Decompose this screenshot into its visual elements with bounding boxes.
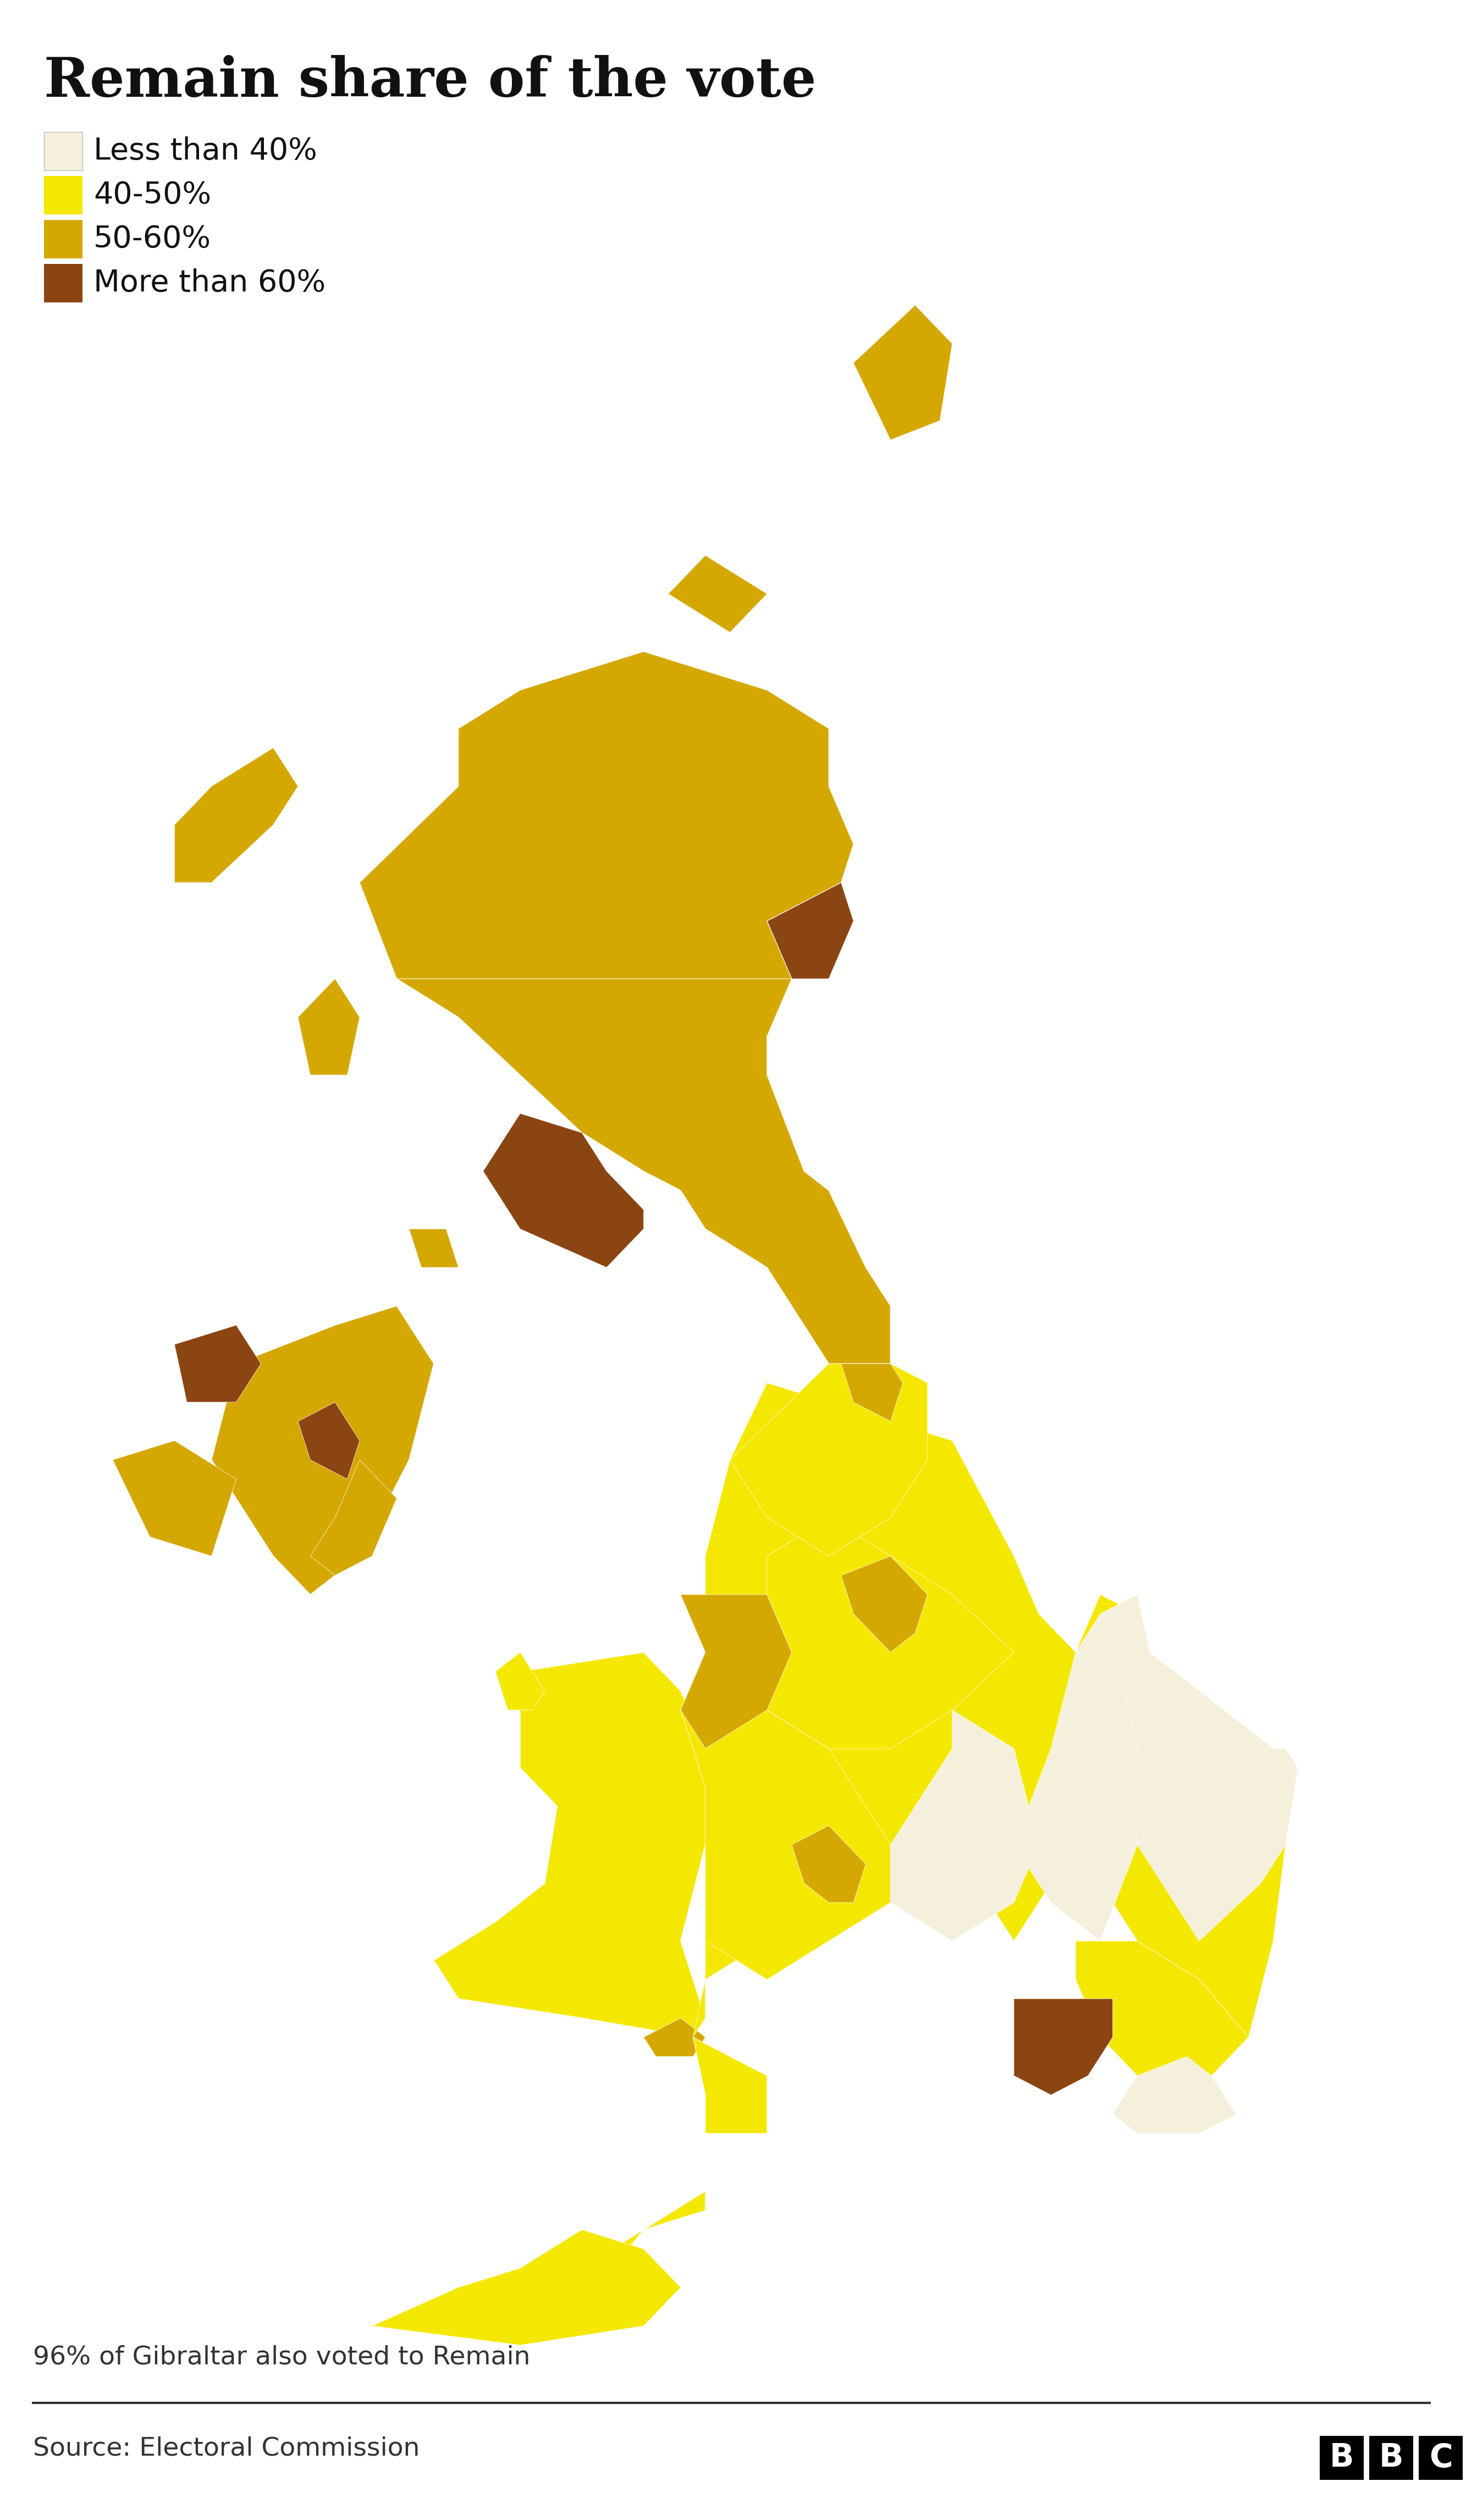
Text: B: B: [1330, 2442, 1355, 2475]
Text: Remain share of the vote: Remain share of the vote: [44, 55, 817, 108]
Text: 50-60%: 50-60%: [94, 224, 211, 255]
Text: 40-50%: 40-50%: [94, 181, 211, 209]
Polygon shape: [1076, 1595, 1297, 1940]
Polygon shape: [767, 1517, 1014, 1749]
Polygon shape: [174, 1326, 261, 1401]
FancyBboxPatch shape: [44, 176, 82, 214]
Text: C: C: [1429, 2442, 1453, 2475]
Text: More than 60%: More than 60%: [94, 267, 325, 297]
Text: Source: Electoral Commission: Source: Electoral Commission: [34, 2437, 419, 2460]
Polygon shape: [298, 1401, 359, 1479]
Polygon shape: [680, 1711, 890, 1981]
Polygon shape: [853, 305, 953, 441]
Polygon shape: [1014, 1998, 1113, 2094]
FancyBboxPatch shape: [1319, 2437, 1363, 2480]
Polygon shape: [409, 1230, 459, 1268]
Polygon shape: [767, 882, 853, 978]
Polygon shape: [668, 554, 767, 633]
Polygon shape: [1113, 2056, 1236, 2134]
FancyBboxPatch shape: [1369, 2437, 1413, 2480]
Polygon shape: [174, 748, 298, 882]
FancyBboxPatch shape: [44, 265, 82, 302]
Polygon shape: [359, 653, 890, 1363]
Polygon shape: [434, 1653, 705, 2036]
Polygon shape: [113, 1441, 236, 1555]
Polygon shape: [484, 1114, 644, 1268]
Polygon shape: [1076, 1940, 1249, 2134]
Polygon shape: [680, 1383, 1076, 2036]
Polygon shape: [372, 2036, 767, 2326]
FancyBboxPatch shape: [44, 219, 82, 260]
Polygon shape: [1076, 1595, 1297, 2036]
Polygon shape: [841, 1555, 928, 1653]
Polygon shape: [792, 1824, 866, 1903]
Text: 96% of Gibraltar also voted to Remain: 96% of Gibraltar also voted to Remain: [34, 2346, 531, 2369]
Polygon shape: [298, 978, 359, 1076]
Polygon shape: [730, 1363, 928, 1555]
Polygon shape: [841, 1363, 903, 1421]
Polygon shape: [311, 1459, 397, 1575]
Polygon shape: [680, 1595, 828, 1749]
Polygon shape: [644, 2019, 705, 2056]
Polygon shape: [496, 1653, 545, 1711]
Polygon shape: [1014, 1653, 1138, 1940]
Text: Less than 40%: Less than 40%: [94, 136, 317, 166]
Polygon shape: [211, 1305, 434, 1595]
FancyBboxPatch shape: [44, 131, 82, 171]
Polygon shape: [1138, 1749, 1297, 1845]
Polygon shape: [359, 653, 853, 978]
Polygon shape: [890, 1711, 1038, 1940]
Polygon shape: [372, 2230, 680, 2346]
Text: B: B: [1380, 2442, 1403, 2475]
FancyBboxPatch shape: [1419, 2437, 1463, 2480]
